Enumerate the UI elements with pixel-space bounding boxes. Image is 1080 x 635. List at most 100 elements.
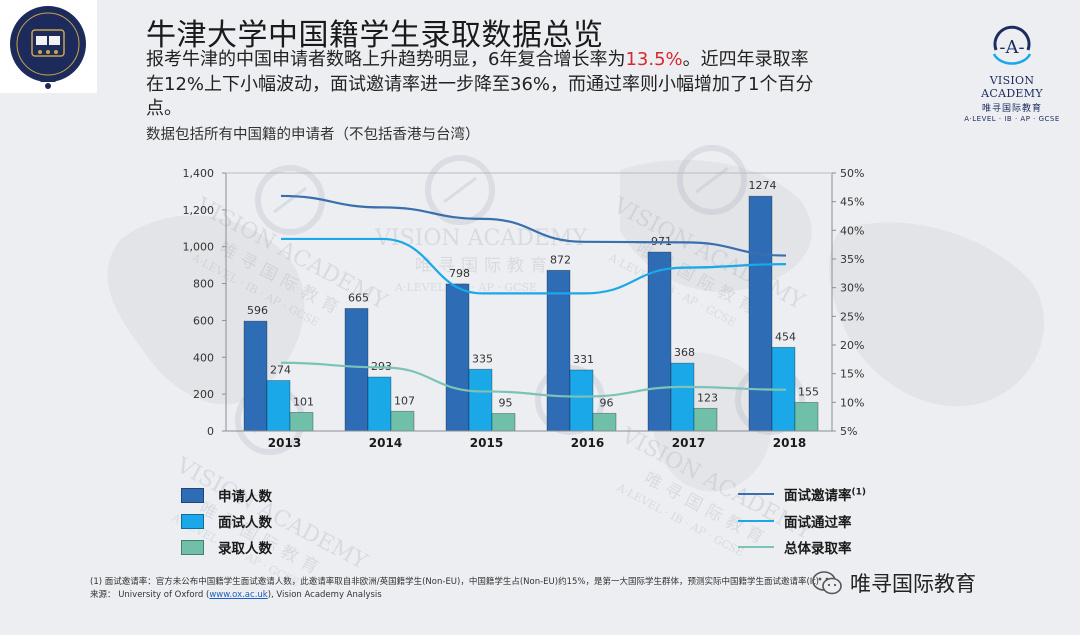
data-label-offers: 96 xyxy=(600,396,614,409)
legend-swatch-offers xyxy=(181,539,204,555)
source-line: 来源： University of Oxford (www.ox.ac.uk),… xyxy=(90,588,382,600)
legend-line-interview-invite-rate xyxy=(738,493,774,495)
data-label-applications: 1274 xyxy=(749,179,777,192)
data-label-applications: 596 xyxy=(247,304,268,317)
summary-text: 报考牛津的中国申请者数略上升趋势明显，6年复合增长率为13.5%。近四年录取率在… xyxy=(146,48,814,122)
data-label-interviews: 368 xyxy=(674,346,695,359)
watermark-brand-cn-0: 唯寻国际教育 xyxy=(415,256,553,276)
left-tick-label: 400 xyxy=(193,351,214,364)
data-label-applications: 872 xyxy=(550,253,571,266)
legend-item-interview-invite-rate: 面试邀请率(1) xyxy=(738,484,866,504)
rate-lines xyxy=(280,194,787,398)
data-label-offers: 107 xyxy=(394,394,415,407)
left-tick-label: 0 xyxy=(207,425,214,438)
source-suffix: ), Vision Academy Analysis xyxy=(267,590,382,600)
bar-applications xyxy=(748,195,773,432)
vision-academy-chinese-name: 唯寻国际教育 xyxy=(981,104,1042,114)
right-tick-label: 35% xyxy=(840,253,864,266)
right-tick-label: 5% xyxy=(840,425,857,438)
vision-academy-name: VISION ACADEMY xyxy=(981,74,1043,100)
bar-offers xyxy=(693,407,718,432)
vision-academy-mark-icon: -A- xyxy=(992,25,1032,65)
x-tick-label: 2016 xyxy=(571,436,604,450)
right-tick-label: 20% xyxy=(840,339,864,352)
oxford-crest-icon xyxy=(0,0,97,93)
vision-academy-logo: -A- VISION ACADEMY 唯寻国际教育 A·LEVEL · IB ·… xyxy=(958,20,1066,123)
bar-offers xyxy=(794,402,819,432)
data-label-offers: 155 xyxy=(798,385,819,398)
bar-interviews xyxy=(670,362,695,432)
right-tick-label: 10% xyxy=(840,396,864,409)
bar-applications xyxy=(647,251,672,432)
bar-offers xyxy=(491,413,516,432)
legend-item-overall-offer-rate: 总体录取率 xyxy=(738,537,852,557)
right-tick-label: 25% xyxy=(840,310,864,323)
legend-label-interview-invite-rate: 面试邀请率(1) xyxy=(784,487,867,505)
watermark-logo-slash-3 xyxy=(695,166,729,194)
line-interview-pass-rate xyxy=(280,237,787,295)
source-label: 来源： University of Oxford ( xyxy=(90,590,210,600)
left-tick-label: 800 xyxy=(193,278,214,291)
page-title: 牛津大学中国籍学生录取数据总览 xyxy=(146,18,604,53)
right-tick-label: 30% xyxy=(840,282,864,295)
legend-item-interview-pass-rate: 面试通过率 xyxy=(738,511,852,531)
x-tick-label: 2013 xyxy=(268,436,301,450)
legend-swatch-applications xyxy=(181,487,204,503)
right-tick-label: 15% xyxy=(840,368,864,381)
legend-label-applications: 申请人数 xyxy=(218,489,272,505)
data-scope-note: 数据包括所有中国籍的申请者（不包括香港与台湾） xyxy=(146,127,480,143)
legend-label-interviews: 面试人数 xyxy=(218,515,272,531)
right-tick-label: 45% xyxy=(840,196,864,209)
right-axis: 5% 10% 15% 20% 25% 30% 35% 40% 45% 50% xyxy=(831,167,864,438)
left-tick-label: 1,200 xyxy=(183,204,215,217)
vision-academy-mark-text: -A- xyxy=(999,37,1024,58)
data-label-offers: 123 xyxy=(697,391,718,404)
left-axis: 0 200 400 600 800 1,000 1,200 1,400 xyxy=(183,167,227,438)
bar-offers xyxy=(592,412,617,432)
data-label-interviews: 454 xyxy=(775,330,796,343)
data-label-interviews: 274 xyxy=(270,364,291,377)
left-tick-label: 1,000 xyxy=(183,241,215,254)
x-tick-label: 2014 xyxy=(369,436,402,450)
left-tick-label: 600 xyxy=(193,314,214,327)
right-tick-label: 50% xyxy=(840,167,864,180)
legend-label-offers: 录取人数 xyxy=(218,541,272,557)
right-tick-label: 40% xyxy=(840,224,864,237)
legend-item-interviews: 面试人数 xyxy=(181,511,272,531)
data-label-offers: 95 xyxy=(499,396,513,409)
x-axis: 2013 2014 2015 2016 2017 2018 xyxy=(226,172,832,450)
x-tick-label: 2017 xyxy=(672,436,705,450)
data-label-interviews: 335 xyxy=(472,352,493,365)
vision-academy-subtitle: A·LEVEL · IB · AP · GCSE xyxy=(964,115,1060,123)
summary-text-end: 。近四年录取率在12%上下小幅波动，面试邀请率进一步降至36%，而通过率则小幅增… xyxy=(146,49,814,119)
watermark-logo-3 xyxy=(677,145,747,215)
legend-label-overall-offer-rate: 总体录取率 xyxy=(784,541,852,557)
legend-footnote-marker: (1) xyxy=(851,487,867,498)
legend-item-offers: 录取人数 xyxy=(181,537,272,557)
bar-interviews xyxy=(367,376,392,432)
data-label-offers: 101 xyxy=(293,395,314,408)
watermark-logo-slash-1 xyxy=(443,176,477,204)
data-label-applications: 665 xyxy=(348,291,369,304)
watermark-logo-slash-4 xyxy=(273,186,307,214)
bar-offers xyxy=(289,411,314,432)
legend-swatch-interviews xyxy=(181,513,204,529)
source-link[interactable]: www.ox.ac.uk xyxy=(209,590,268,600)
bar-applications xyxy=(445,283,470,432)
map-shape-asia xyxy=(829,222,1045,407)
legend-item-applications: 申请人数 xyxy=(181,485,272,505)
bar-interviews xyxy=(468,368,493,432)
wechat-badge: 唯寻国际教育 xyxy=(812,568,976,598)
left-tick-label: 200 xyxy=(193,388,214,401)
summary-text-start: 报考牛津的中国申请者数略上升趋势明显，6年复合增长率为 xyxy=(146,49,626,70)
left-tick-label: 1,400 xyxy=(183,167,215,180)
bar-applications xyxy=(344,308,369,432)
bar-interviews xyxy=(266,380,291,432)
legend-label-interview-pass-rate: 面试通过率 xyxy=(784,515,852,531)
wechat-icon xyxy=(812,571,842,595)
growth-rate-highlight: 13.5% xyxy=(625,49,683,70)
watermark-logo-1 xyxy=(425,155,495,225)
x-tick-label: 2015 xyxy=(470,436,503,450)
